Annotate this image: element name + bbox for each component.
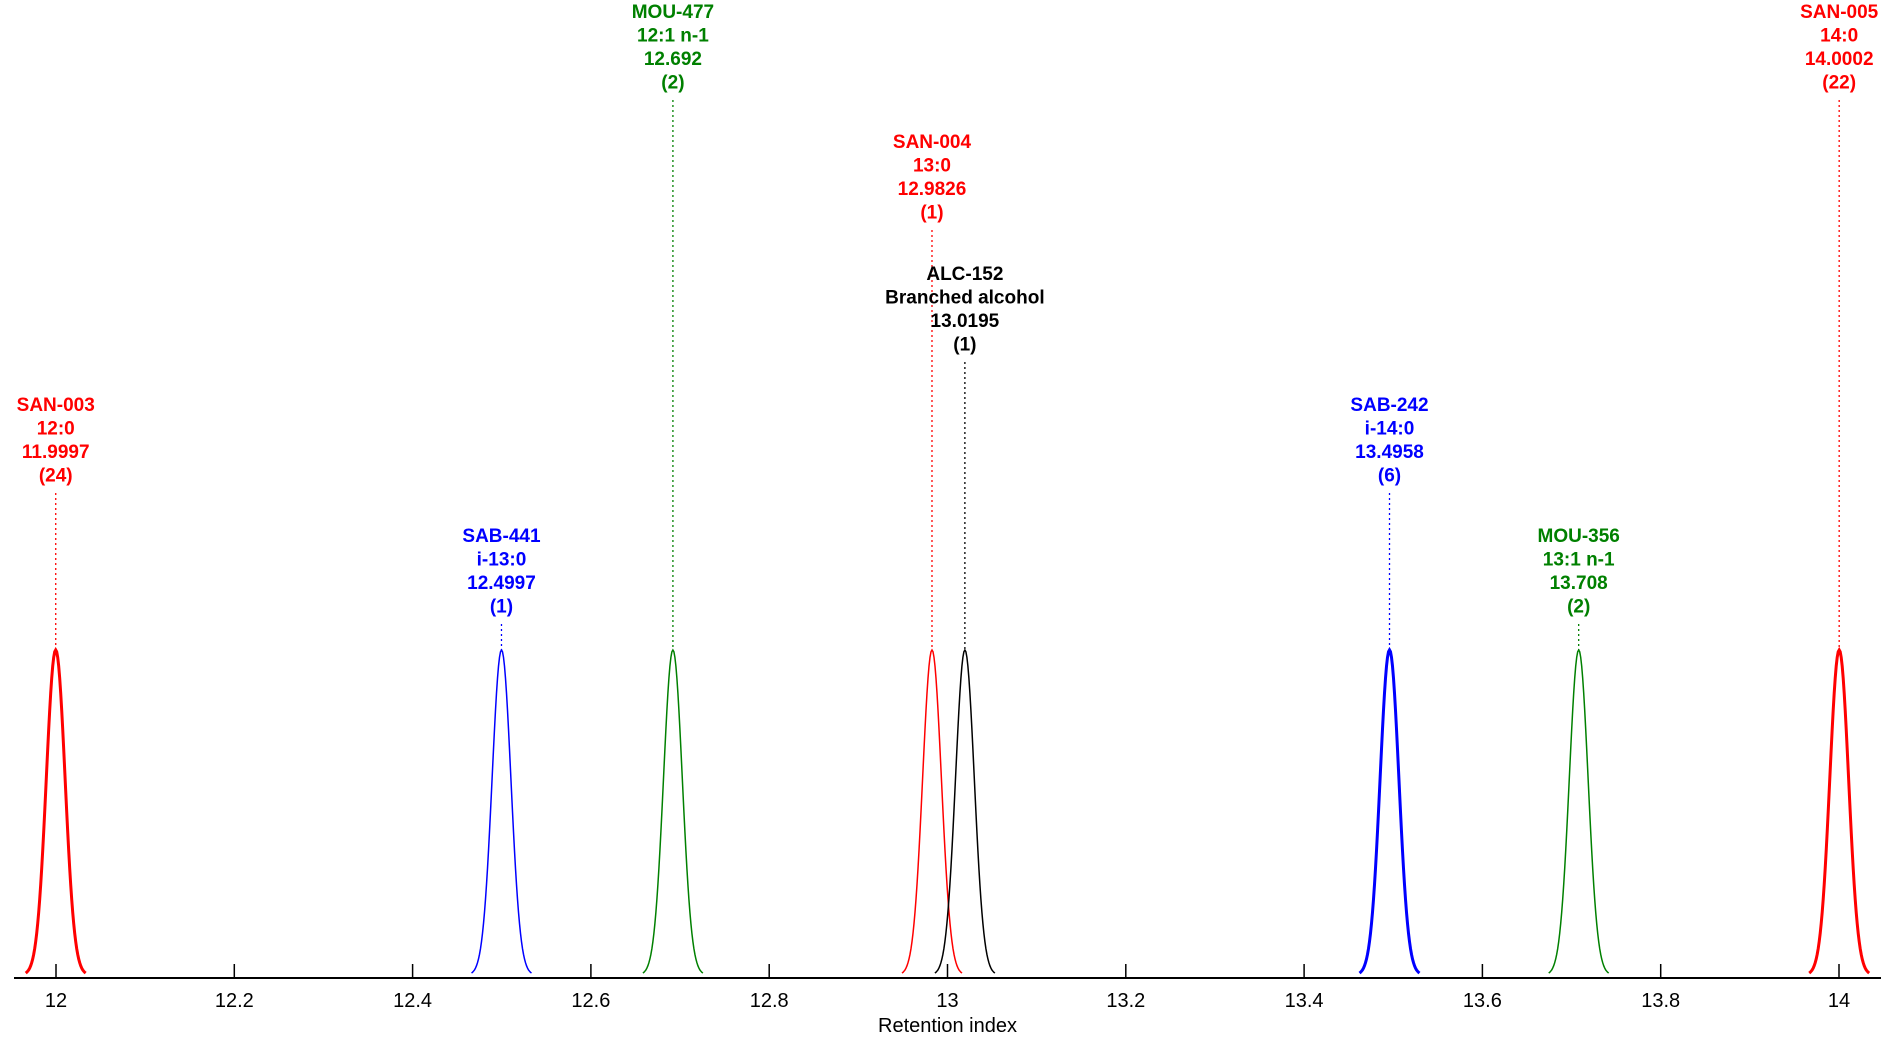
peak-value-label: 12.9826 [898, 179, 967, 200]
x-ticks: 12 12.2 12.4 12.6 12.8 13 13.2 13.4 13.6 13.8 14 [45, 964, 1850, 1012]
x-tick-label: 13.2 [1106, 990, 1145, 1012]
peak-id-label: MOU-477 [632, 2, 714, 23]
peak-name-label: 14:0 [1820, 26, 1858, 47]
peak-name-label: i-13:0 [477, 550, 527, 571]
peak-value-label: 11.9997 [22, 442, 90, 463]
x-tick-label: 14 [1828, 990, 1850, 1012]
peak-mou-356 [1548, 648, 1610, 974]
peak-id-label: ALC-152 [926, 264, 1003, 285]
peak-value-label: 13.4958 [1355, 442, 1424, 463]
peak-labels-layer: SAN-003 12:011.9997 (24) SAB-441 i-13:012.49… [17, 2, 1879, 618]
peak-id-label: SAB-441 [462, 526, 541, 547]
peak-san-003 [24, 646, 87, 975]
peak-count-label: (1) [920, 203, 943, 224]
x-tick-label: 13.8 [1641, 990, 1680, 1012]
peak-san-005 [1808, 646, 1871, 975]
peak-count-label: (2) [661, 73, 684, 94]
x-tick-label: 13.4 [1285, 990, 1324, 1012]
peak-value-label: 13.708 [1550, 573, 1608, 594]
peak-san-004 [901, 648, 963, 974]
peak-name-label: 13:0 [913, 156, 951, 177]
peak-value-label: 12.4997 [467, 573, 536, 594]
x-tick-label: 12 [45, 990, 67, 1012]
peak-count-label: (1) [490, 597, 513, 618]
peak-name-label: 13:1 n-1 [1543, 550, 1615, 571]
peak-id-label: SAB-242 [1350, 395, 1428, 416]
x-tick-label: 12.8 [750, 990, 789, 1012]
peak-sab-242 [1358, 646, 1421, 975]
peak-sab-441 [471, 648, 532, 974]
x-tick-label: 12.6 [571, 990, 610, 1012]
peak-value-label: 14.0002 [1805, 49, 1874, 70]
x-tick-label: 13.6 [1463, 990, 1502, 1012]
peak-id-label: SAN-004 [893, 132, 972, 153]
peak-alc-152 [934, 648, 996, 974]
peak-mou-477 [642, 648, 704, 974]
peak-id-label: MOU-356 [1538, 526, 1620, 547]
x-axis-label: Retention index [878, 1015, 1017, 1037]
peak-id-label: SAN-003 [17, 395, 95, 416]
peaks-layer [24, 100, 1871, 975]
peak-id-label: SAN-005 [1800, 2, 1879, 23]
x-axis: 12 12.2 12.4 12.6 12.8 13 13.2 13.4 13.6 13.8 14 R… [14, 964, 1881, 1037]
peak-name-label: 12:1 n-1 [637, 26, 709, 47]
peak-count-label: (1) [953, 335, 976, 356]
peak-count-label: (6) [1378, 466, 1401, 487]
peak-value-label: 12.692 [644, 49, 702, 70]
peak-count-label: (24) [39, 466, 73, 487]
x-tick-label: 12.4 [393, 990, 432, 1012]
peak-name-label: 12:0 [37, 419, 75, 440]
peak-count-label: (22) [1822, 73, 1856, 94]
peak-value-label: 13.0195 [931, 311, 1000, 332]
x-tick-label: 12.2 [215, 990, 254, 1012]
peak-count-label: (2) [1567, 597, 1590, 618]
x-tick-label: 13 [936, 990, 958, 1012]
peak-name-label: Branched alcohol [885, 288, 1044, 309]
peak-name-label: i-14:0 [1365, 419, 1415, 440]
